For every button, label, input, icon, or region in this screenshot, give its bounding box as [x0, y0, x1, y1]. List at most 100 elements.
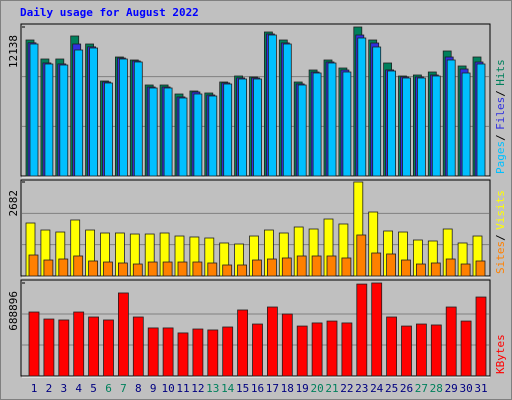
bar [267, 34, 277, 177]
legend-separator: / [494, 90, 507, 97]
bar [192, 261, 203, 277]
bar [386, 253, 397, 277]
bar [387, 70, 397, 177]
bar [311, 255, 322, 277]
x-tick-label: 18 [281, 382, 294, 395]
x-tick-label: 2 [46, 382, 53, 395]
x-tick-label: 3 [60, 382, 67, 395]
x-tick-label: 31 [474, 382, 487, 395]
x-tick-label: 29 [445, 382, 458, 395]
x-tick-label: 22 [340, 382, 353, 395]
bar [28, 311, 40, 377]
bar [297, 84, 307, 177]
legend-separator: / [494, 134, 507, 141]
bar [475, 296, 487, 377]
bar [43, 259, 54, 277]
bar [461, 72, 471, 177]
bar [148, 87, 158, 177]
bar [386, 316, 398, 377]
bar [103, 319, 114, 377]
bar [431, 75, 441, 177]
x-tick-label: 5 [90, 382, 97, 395]
bar [118, 262, 128, 277]
bar [475, 260, 486, 277]
bar [253, 78, 262, 177]
x-tick-label: 15 [236, 382, 249, 395]
bar [357, 37, 367, 177]
x-tick-label: 28 [430, 382, 443, 395]
bar [445, 306, 457, 377]
bar [415, 323, 427, 377]
x-tick-label: 26 [400, 382, 413, 395]
bar [222, 326, 234, 377]
bar [476, 63, 486, 177]
x-tick-label: 16 [251, 382, 264, 395]
x-tick-label: 4 [75, 382, 82, 395]
bar [372, 46, 382, 177]
bar [223, 83, 233, 177]
bar [104, 82, 113, 177]
bar [341, 257, 352, 277]
bar [281, 313, 293, 377]
bar [43, 318, 55, 377]
x-tick-label: 1 [31, 382, 38, 395]
x-tick-label: 23 [355, 382, 368, 395]
x-tick-label: 24 [370, 382, 384, 395]
bar [29, 43, 39, 177]
bar [192, 328, 204, 377]
bar [44, 63, 54, 177]
x-tick-label: 10 [161, 382, 174, 395]
bar [73, 311, 85, 377]
bar [401, 325, 412, 377]
x-tick-label: 7 [120, 382, 127, 395]
bar [282, 43, 292, 177]
x-tick-label: 14 [221, 382, 235, 395]
bar [89, 47, 98, 177]
legend-label: Pages [494, 141, 507, 174]
bar [341, 322, 353, 377]
bar [74, 49, 84, 177]
legend-label: Visits [494, 190, 507, 230]
bar [222, 264, 233, 277]
bar [327, 62, 337, 177]
bar [162, 327, 174, 377]
bar [371, 252, 382, 277]
x-tick-label: 17 [266, 382, 279, 395]
bar [237, 309, 249, 377]
bar [326, 255, 337, 277]
bar [415, 263, 426, 277]
bar [371, 282, 383, 377]
bar [356, 283, 368, 377]
x-tick-label: 25 [385, 382, 398, 395]
bar [208, 95, 218, 177]
x-tick-label: 21 [325, 382, 338, 395]
legend-label: KBytes [494, 334, 507, 374]
bar [237, 264, 248, 277]
legend-separator: / [494, 234, 507, 241]
x-tick-label: 20 [310, 382, 323, 395]
bar [266, 258, 277, 277]
bar [311, 322, 323, 377]
bar [193, 93, 203, 177]
x-tick-label: 19 [296, 382, 309, 395]
bar [132, 263, 143, 277]
bar [58, 258, 69, 277]
bar [460, 320, 472, 377]
bar [59, 64, 69, 177]
bar [446, 59, 456, 177]
x-tick-label: 12 [191, 382, 204, 395]
x-tick-label: 6 [105, 382, 112, 395]
bar [326, 320, 338, 377]
bar [103, 261, 113, 277]
bar [119, 58, 128, 177]
legend-label: Sites [494, 241, 507, 274]
x-tick-label: 8 [135, 382, 142, 395]
x-tick-label: 30 [459, 382, 472, 395]
bar [147, 261, 158, 277]
x-tick-label: 27 [415, 382, 428, 395]
bar [342, 71, 352, 177]
bar [177, 332, 189, 377]
bar [445, 258, 456, 277]
bar [207, 329, 219, 377]
